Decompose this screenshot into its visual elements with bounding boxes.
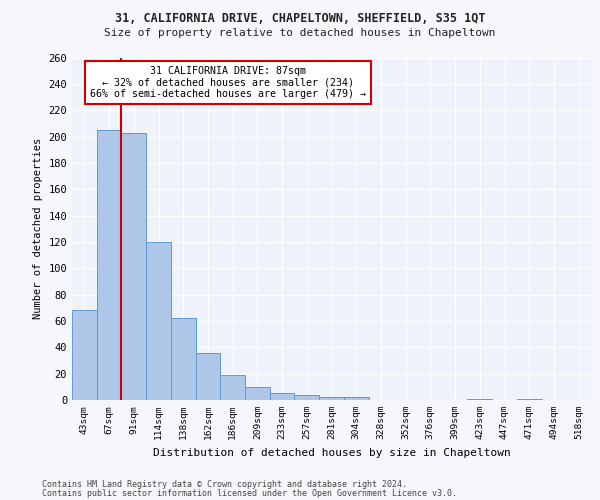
Text: Size of property relative to detached houses in Chapeltown: Size of property relative to detached ho…	[104, 28, 496, 38]
Text: Contains HM Land Registry data © Crown copyright and database right 2024.: Contains HM Land Registry data © Crown c…	[42, 480, 407, 489]
Text: 31 CALIFORNIA DRIVE: 87sqm
← 32% of detached houses are smaller (234)
66% of sem: 31 CALIFORNIA DRIVE: 87sqm ← 32% of deta…	[90, 66, 366, 100]
Bar	[270, 394, 295, 400]
X-axis label: Distribution of detached houses by size in Chapeltown: Distribution of detached houses by size …	[152, 448, 511, 458]
Bar	[344, 398, 368, 400]
Y-axis label: Number of detached properties: Number of detached properties	[33, 138, 43, 320]
Bar	[467, 398, 492, 400]
Bar	[171, 318, 196, 400]
Text: Contains public sector information licensed under the Open Government Licence v3: Contains public sector information licen…	[42, 488, 457, 498]
Bar	[517, 398, 542, 400]
Bar	[295, 394, 319, 400]
Text: 31, CALIFORNIA DRIVE, CHAPELTOWN, SHEFFIELD, S35 1QT: 31, CALIFORNIA DRIVE, CHAPELTOWN, SHEFFI…	[115, 12, 485, 26]
Bar	[121, 132, 146, 400]
Bar	[245, 387, 270, 400]
Bar	[319, 398, 344, 400]
Bar	[196, 352, 220, 400]
Bar	[72, 310, 97, 400]
Bar	[220, 375, 245, 400]
Bar	[97, 130, 121, 400]
Bar	[146, 242, 171, 400]
